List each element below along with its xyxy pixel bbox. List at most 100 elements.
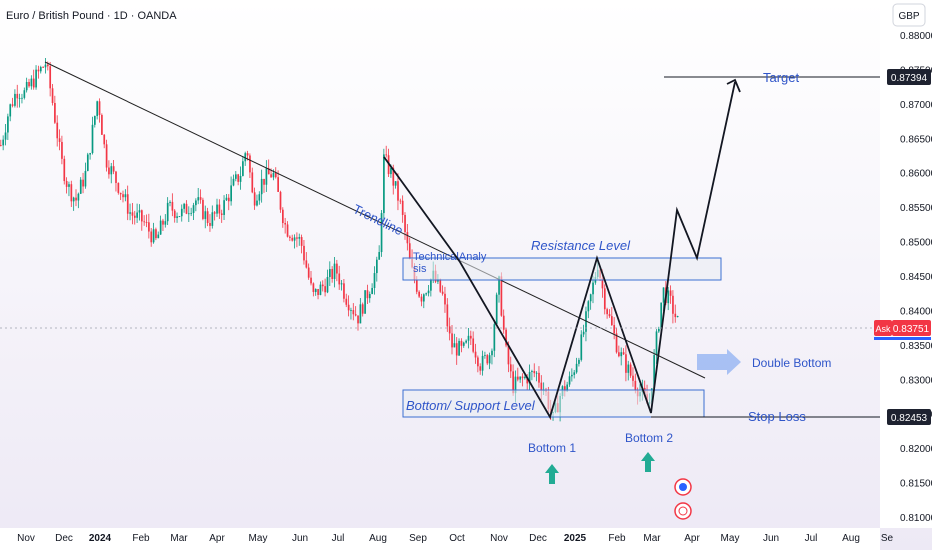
candle-body (359, 304, 362, 324)
candle-body (509, 364, 512, 372)
target-label: Target (763, 70, 800, 85)
candle-body (61, 141, 63, 159)
candle-body (86, 154, 89, 171)
candle-body (173, 210, 176, 218)
candle-body (326, 277, 329, 293)
event-icon[interactable] (674, 502, 692, 520)
candle-body (103, 134, 106, 145)
candle-body (519, 376, 522, 380)
candle-body (444, 293, 446, 305)
candle-body (474, 351, 477, 358)
symbol-title[interactable]: Euro / British Pound · 1D · OANDA (6, 10, 177, 22)
candle-body (493, 324, 496, 351)
candle-body (166, 202, 169, 222)
candle-body (16, 93, 19, 99)
double-bottom-path[interactable] (383, 81, 736, 420)
candle-body (136, 212, 138, 218)
candle-body (206, 211, 209, 224)
x-tick-label: Jul (332, 533, 345, 544)
candle-body (618, 352, 620, 357)
candle-body (484, 355, 486, 356)
x-tick-label: Jun (763, 533, 779, 544)
event-icon[interactable] (674, 478, 692, 496)
candle-body (669, 290, 672, 296)
candle-body (338, 273, 341, 285)
candle-body (91, 124, 94, 154)
candle-body (462, 342, 465, 346)
candle-body (258, 194, 261, 201)
candle-body (54, 102, 56, 123)
candle-body (138, 210, 141, 213)
candle-body (117, 182, 120, 193)
candle-body (528, 371, 531, 384)
candle-body (653, 355, 655, 389)
candle-body (237, 174, 240, 182)
candle-body (319, 284, 322, 295)
candle-body (249, 155, 251, 173)
candle-body (220, 213, 223, 215)
candle-body (14, 93, 16, 106)
candle-body (592, 282, 594, 295)
ask-price: 0.83751 (893, 324, 930, 335)
trendline[interactable] (44, 61, 706, 379)
candle-body (441, 291, 444, 294)
currency-button[interactable]: GBP (892, 3, 926, 27)
candle-body (406, 232, 409, 244)
candle-body (380, 213, 383, 253)
candle-body (274, 172, 277, 178)
x-tick-label: Nov (17, 533, 35, 544)
price-scale-background (880, 0, 932, 528)
candle-body (183, 203, 185, 209)
candle-body (526, 376, 529, 384)
candle-body (307, 267, 310, 278)
candle-body (312, 283, 315, 292)
up-arrow-icon (641, 452, 655, 472)
candle-body (126, 194, 129, 214)
x-tick-label: Oct (449, 533, 465, 544)
candle-body (105, 144, 108, 168)
candle-body (601, 277, 604, 289)
candle-body (629, 364, 632, 376)
candle-body (615, 333, 618, 353)
candle-body (425, 293, 428, 295)
candle-body (129, 212, 131, 214)
target-price-tag: 0.87394 (887, 69, 931, 85)
candle-body (495, 294, 498, 325)
candle-body (394, 181, 397, 186)
candle-body (361, 304, 364, 314)
candle-body (345, 298, 348, 305)
candle-body (535, 372, 538, 374)
candle-body (213, 212, 216, 214)
candle-body (486, 355, 489, 364)
candle-body (51, 88, 54, 103)
candle-body (373, 273, 376, 288)
x-tick-label: 2025 (564, 533, 587, 544)
candle-body (430, 279, 432, 291)
x-tick-label: Apr (209, 533, 225, 544)
candle-body (658, 328, 660, 332)
candle-body (517, 376, 519, 380)
candle-body (242, 161, 244, 176)
candle-body (418, 291, 420, 297)
candle-body (531, 371, 533, 372)
note-label: TechnicalAnaly sis (413, 251, 489, 275)
candle-body (265, 168, 268, 185)
candle-body (564, 386, 566, 392)
candle-body (159, 220, 162, 235)
candle-body (467, 335, 470, 341)
candle-body (455, 343, 458, 356)
candle-body (397, 181, 399, 201)
candle-body (364, 290, 366, 314)
resistance-zone[interactable] (402, 257, 722, 281)
candle-body (65, 181, 68, 187)
candle-body (39, 67, 42, 72)
candle-body (9, 104, 12, 117)
candle-body (498, 276, 500, 295)
candle-body (18, 98, 21, 99)
